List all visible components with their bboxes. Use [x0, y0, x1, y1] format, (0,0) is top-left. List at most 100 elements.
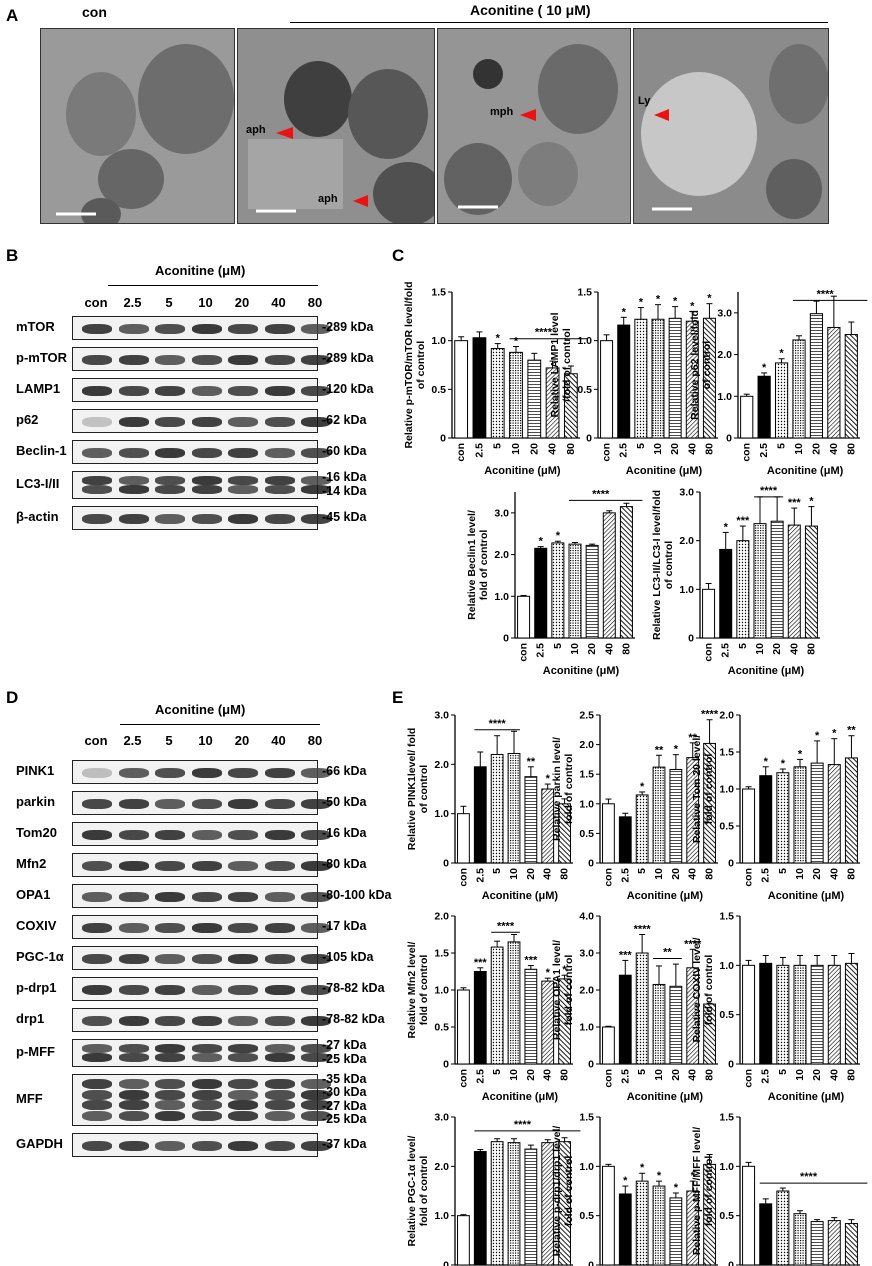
blot-band	[264, 323, 295, 335]
y-tick-label: 3.0	[717, 307, 732, 319]
significance-label: ***	[788, 497, 802, 509]
bar	[618, 1193, 632, 1266]
blot-band	[191, 891, 222, 903]
x-tick-label: 5	[492, 443, 504, 449]
blot-band	[301, 1043, 331, 1053]
x-tick-label: 2.5	[619, 868, 631, 883]
blot-band	[118, 767, 149, 779]
kda-label: -16 kDa	[322, 826, 367, 840]
blot-band	[264, 767, 295, 779]
y-label-line: of control	[663, 541, 675, 589]
significance-label: ****	[489, 718, 507, 730]
y-tick-label: 0	[588, 858, 594, 870]
blot-band	[118, 891, 149, 903]
x-axis-label: Aconitine (μM)	[767, 465, 844, 477]
kda-label: -120 kDa	[322, 382, 374, 396]
blot-band	[118, 798, 149, 810]
x-tick-label: 20	[586, 643, 598, 655]
blot-band	[264, 829, 295, 841]
blot-band	[155, 1141, 185, 1152]
blot-band	[82, 984, 112, 996]
y-label-line: Relative p-drp1/drp1 level/	[551, 1126, 563, 1257]
protein-label: p-drp1	[16, 980, 57, 995]
dose-label: 20	[234, 295, 250, 310]
bar	[490, 946, 504, 1065]
bar	[736, 540, 750, 639]
y-tick-label: 0	[728, 858, 734, 870]
x-tick-label: 2.5	[760, 1069, 772, 1084]
blot-band	[155, 1043, 185, 1053]
y-label-line: Relative Beclin1 level/	[466, 510, 478, 620]
blot-band	[301, 953, 331, 965]
blot-band	[191, 922, 222, 934]
y-label-line: Relative LC3-II/LC3-I level/fold	[651, 490, 663, 640]
y-tick-label: 2.0	[434, 759, 449, 771]
bar	[507, 752, 521, 864]
y-label-line: of control	[415, 341, 427, 389]
significance-label: *	[623, 1175, 628, 1187]
y-label-line: Relative p-mTOR/mTOR level/fold	[403, 281, 415, 448]
protein-label: PINK1	[16, 763, 55, 778]
y-tick-label: 0.5	[719, 1009, 734, 1021]
significance-label: *	[832, 728, 837, 740]
kda-label: -16 kDa	[322, 469, 367, 484]
blot-band	[82, 485, 112, 494]
y-axis-label: Relative LC3-II/LC3-I level/foldof contr…	[651, 490, 675, 640]
protein-label: GAPDH	[16, 1136, 63, 1152]
protein-label: MFF	[16, 1091, 43, 1106]
blot-band	[301, 1110, 331, 1121]
x-tick-label: 40	[547, 443, 559, 455]
x-tick-label: 20	[528, 443, 540, 455]
y-tick-label: 1.0	[719, 784, 734, 796]
x-tick-label: 20	[771, 643, 783, 655]
x-axis-label: Aconitine (μM)	[482, 1091, 559, 1103]
blot-band	[301, 475, 331, 485]
y-tick-label: 2.0	[679, 535, 694, 547]
kda-label: -37 kDa	[322, 1137, 367, 1152]
bar	[669, 768, 683, 864]
x-tick-label: con	[518, 643, 530, 662]
bar	[635, 952, 649, 1065]
y-label-line: fold of control	[703, 754, 715, 825]
x-axis-label: Aconitine (μM)	[482, 890, 559, 902]
protein-label: Beclin-1	[16, 443, 67, 458]
blot-band	[155, 485, 185, 494]
bar	[473, 971, 487, 1065]
bar	[776, 772, 790, 864]
blot-band	[264, 1079, 295, 1090]
y-tick-label: 0	[586, 433, 592, 445]
x-tick-label: 20	[670, 868, 682, 880]
blot-band	[191, 485, 222, 494]
x-tick-label: 10	[569, 643, 581, 655]
blot-band	[118, 385, 149, 397]
significance-label: **	[847, 725, 856, 737]
significance-label: *	[815, 730, 820, 742]
bar	[585, 544, 599, 639]
chart-E2: 0 0.5 1.0 1.5 2.0 2.5 Relative parkin level/fo…	[551, 709, 719, 902]
x-tick-label: 80	[704, 1069, 716, 1081]
y-tick-label: 0	[728, 1260, 734, 1266]
bar	[827, 1220, 841, 1266]
x-tick-label: 10	[510, 443, 522, 455]
blot-band	[301, 767, 331, 779]
bar	[810, 1221, 824, 1266]
blot-strip	[72, 760, 331, 784]
blot-band	[155, 984, 185, 996]
bar	[742, 788, 756, 864]
y-axis-label: Relative LAMP1 level/fold of control	[549, 312, 573, 417]
blot-band	[264, 1053, 295, 1062]
blot-strip	[72, 1073, 331, 1127]
x-tick-label: 10	[794, 868, 806, 880]
bar	[490, 347, 505, 439]
x-axis-label: Aconitine (μM)	[768, 1091, 845, 1103]
y-tick-label: 3.0	[679, 487, 694, 499]
y-label-line: fold of control	[418, 955, 430, 1026]
blot-band	[228, 922, 258, 934]
aconitine-header: Aconitine (μM)	[155, 702, 246, 717]
y-label-line: Relative p62 level/fold	[689, 310, 701, 420]
bar	[517, 595, 531, 639]
dose-label: 10	[198, 295, 213, 310]
protein-label: LC3-I/II	[16, 475, 60, 491]
y-tick-label: 1.0	[579, 1161, 594, 1173]
x-tick-label: 20	[811, 1069, 823, 1081]
